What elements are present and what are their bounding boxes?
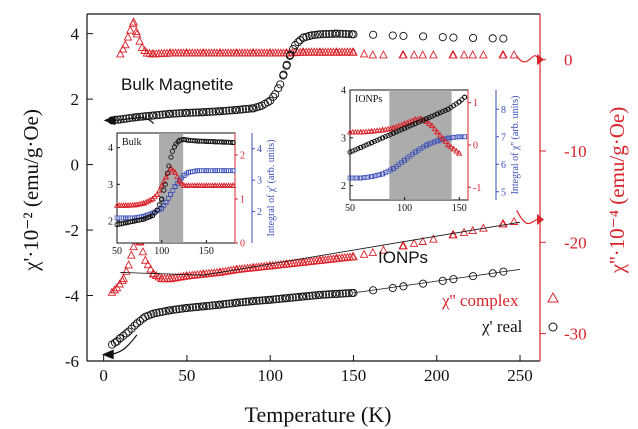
x-tick-label: 0 (99, 366, 108, 385)
y-left-tick-label: -4 (65, 287, 80, 306)
legend-marker-real (549, 323, 557, 331)
inset-x-tick-label: 100 (397, 203, 412, 214)
data-point-circle (389, 32, 396, 39)
y-left-tick-label: 2 (71, 90, 80, 109)
y-left-tick-label: -6 (65, 352, 79, 371)
data-point-triangle (430, 51, 437, 58)
x-tick-label: 150 (341, 366, 367, 385)
inset-title: IONPs (355, 94, 382, 105)
data-point-triangle (123, 268, 130, 275)
data-point-circle (125, 328, 132, 335)
inset-x-tick-label: 50 (345, 203, 355, 214)
inset-y-blue-tick-label: 3 (257, 176, 262, 187)
x-tick-label: 50 (178, 366, 195, 385)
inset-y-left-tick-label: 2 (341, 181, 346, 192)
inset-y-blue-tick-label: 4 (257, 144, 262, 155)
data-point-triangle (124, 33, 131, 40)
inset-y-right-tick-label: 1 (240, 195, 245, 206)
data-point-circle (370, 31, 377, 38)
data-point-triangle (460, 51, 467, 58)
data-point-triangle (128, 251, 135, 258)
inset-y-blue-tick-label: 8 (501, 105, 506, 116)
x-tick-label: 100 (257, 366, 283, 385)
inset-x-tick-label: 150 (452, 203, 467, 214)
y-right-tick-label: -30 (564, 325, 587, 344)
legend-label-real: χ' real (481, 317, 523, 336)
data-point-circle (439, 34, 446, 41)
inset-y-blue-tick-label: 5 (501, 187, 506, 198)
annotation-bulk-magnetite: Bulk Magnetite (121, 75, 233, 94)
inset-y-left-tick-label: 3 (341, 133, 346, 144)
inset-ionps: IONPs 50 100 150 2 3 4 -1 0 1 5 6 7 8 Integral of χ'' … (341, 86, 521, 215)
arrow-bulk-imag (517, 56, 539, 62)
y-left-tick-label: 0 (71, 156, 80, 175)
legend-marker-imag (548, 293, 558, 302)
inset-y-blue-tick-label: 2 (257, 207, 262, 218)
data-point-circle (489, 35, 496, 42)
inset-x-tick-label: 100 (154, 246, 169, 257)
data-point-triangle (480, 51, 487, 58)
inset-y-right-tick-label: 2 (240, 151, 245, 162)
data-point-triangle (419, 51, 426, 58)
y-left-tick-label: -2 (65, 221, 79, 240)
data-point-circle (400, 32, 407, 39)
data-point-triangle (139, 248, 146, 255)
data-point-circle (469, 34, 476, 41)
data-point-triangle (510, 51, 517, 58)
data-point-triangle (361, 251, 368, 258)
data-point-triangle (142, 257, 149, 264)
y-axis-label-left: χ'·10⁻² (emu/g·Oe) (19, 109, 43, 272)
data-point-triangle (125, 261, 132, 268)
inset-bulk: Bulk 50 100 150 2 3 4 0 1 2 2 3 4 Integral of χ' (arb… (108, 133, 277, 257)
y-left-tick-label: 4 (71, 25, 80, 44)
inset-y-right-tick-label: 0 (240, 239, 245, 250)
data-point-triangle (380, 51, 387, 58)
inset-y-blue-tick-label: 7 (501, 132, 506, 143)
inset-y-left-tick-label: 4 (341, 86, 346, 97)
data-point-circle (450, 34, 457, 41)
arrowhead-bulk-real (104, 115, 116, 125)
data-point-circle (350, 31, 357, 38)
inset-y-blue-tick-label: 6 (501, 160, 506, 171)
y-axis-label-right: χ''·10⁻⁴ (emu/g·Oe) (605, 107, 629, 275)
inset-y-right-tick-label: 1 (473, 98, 478, 109)
data-point-triangle (369, 249, 376, 256)
arrow-ionps-imag (517, 210, 539, 223)
y-right-tick-label: 0 (564, 51, 573, 70)
data-point-triangle (410, 51, 417, 58)
data-point-circle (500, 35, 507, 42)
data-point-triangle (361, 50, 368, 57)
x-axis-label: Temperature (K) (245, 402, 392, 427)
data-point-triangle (127, 26, 134, 33)
data-point-triangle (369, 51, 376, 58)
annotation-ionps: IONPs (378, 248, 428, 267)
inset-x-tick-label: 150 (199, 246, 214, 257)
inset-y-left-tick-label: 3 (108, 180, 113, 191)
inset-y-right-tick-label: -1 (473, 183, 481, 194)
y-right-tick-label: -10 (564, 142, 587, 161)
inset-y-right-tick-label: 0 (473, 141, 478, 152)
inset-x-tick-label: 50 (112, 246, 122, 257)
data-point-circle (419, 33, 426, 40)
data-point-triangle (136, 37, 143, 44)
y-right-tick-label: -20 (564, 233, 587, 252)
x-tick-label: 250 (507, 366, 533, 385)
inset-y-left-tick-label: 2 (108, 217, 113, 228)
data-point-triangle (122, 41, 129, 48)
x-tick-label: 200 (424, 366, 450, 385)
data-point-triangle (469, 51, 476, 58)
inset-blue-axis-label: Integral of χ' (arb. units) (266, 139, 277, 236)
fit-line-ionps-real (353, 269, 520, 293)
inset-blue-axis-label: Integral of χ'' (arb. units) (510, 96, 521, 195)
inset-shaded-region (389, 90, 451, 200)
inset-title: Bulk (122, 137, 141, 148)
inset-y-left-tick-label: 4 (108, 143, 113, 154)
legend-label-imag: χ'' complex (441, 291, 519, 310)
